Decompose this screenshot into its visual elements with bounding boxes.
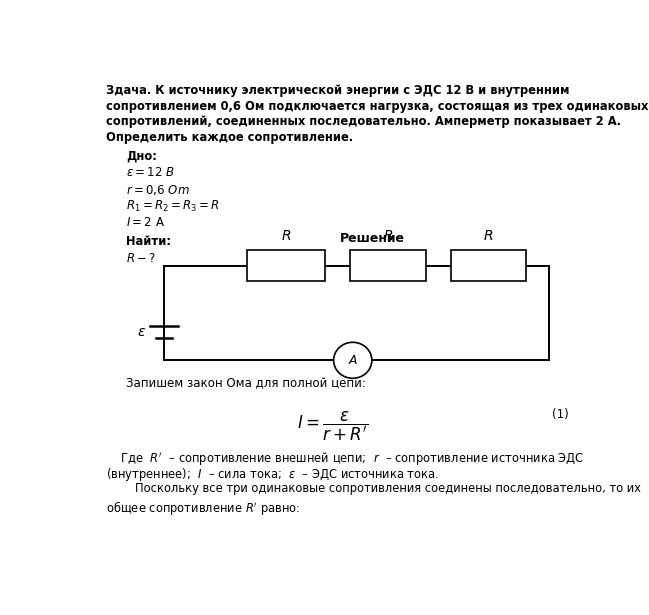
- Text: $A$: $A$: [348, 354, 358, 367]
- Text: $\varepsilon$: $\varepsilon$: [138, 325, 147, 339]
- Circle shape: [334, 343, 372, 378]
- Text: $R$: $R$: [281, 229, 291, 244]
- Bar: [247, 250, 325, 280]
- Text: $I=2\ \mathrm{A}$: $I=2\ \mathrm{A}$: [127, 216, 165, 229]
- Text: сопротивлений, соединенных последовательно. Амперметр показывает 2 А.: сопротивлений, соединенных последователь…: [106, 116, 621, 129]
- Text: Поскольку все три одинаковые сопротивления соединены последовательно, то их: Поскольку все три одинаковые сопротивлен…: [106, 483, 641, 496]
- Text: $I = \dfrac{\varepsilon}{r + R'}$: $I = \dfrac{\varepsilon}{r + R'}$: [297, 410, 368, 443]
- Text: (внутреннее);  $I$  – сила тока;  $\varepsilon$  – ЭДС источника тока.: (внутреннее); $I$ – сила тока; $\varepsi…: [106, 466, 439, 483]
- Text: $r=0{,}6\ Om$: $r=0{,}6\ Om$: [127, 183, 190, 197]
- Text: Здача. К источнику электрической энергии с ЭДС 12 В и внутренним: Здача. К источнику электрической энергии…: [106, 84, 570, 97]
- Text: (1): (1): [552, 408, 569, 421]
- Text: $R_1=R_2=R_3=R$: $R_1=R_2=R_3=R$: [127, 199, 220, 215]
- Text: $\varepsilon =12\ B$: $\varepsilon =12\ B$: [127, 166, 175, 179]
- Text: Запишем закон Ома для полной цепи:: Запишем закон Ома для полной цепи:: [127, 377, 366, 390]
- Text: Дно:: Дно:: [127, 149, 157, 162]
- Bar: [451, 250, 526, 280]
- Text: Где  $R'$  – сопротивление внешней цепи;  $r$  – сопротивление источника ЭДС: Где $R'$ – сопротивление внешней цепи; $…: [106, 450, 585, 468]
- Bar: [350, 250, 426, 280]
- Text: общее сопротивление $R'$ равно:: общее сопротивление $R'$ равно:: [106, 499, 300, 517]
- Text: сопротивлением 0,6 Ом подключается нагрузка, состоящая из трех одинаковых: сопротивлением 0,6 Ом подключается нагру…: [106, 100, 648, 113]
- Text: Найти:: Найти:: [127, 235, 171, 248]
- Text: Определить каждое сопротивление.: Определить каждое сопротивление.: [106, 131, 354, 144]
- Text: $R-?$: $R-?$: [127, 252, 156, 265]
- Text: $R$: $R$: [484, 229, 494, 244]
- Text: $R$: $R$: [383, 229, 393, 244]
- Text: Решение: Решение: [340, 232, 406, 245]
